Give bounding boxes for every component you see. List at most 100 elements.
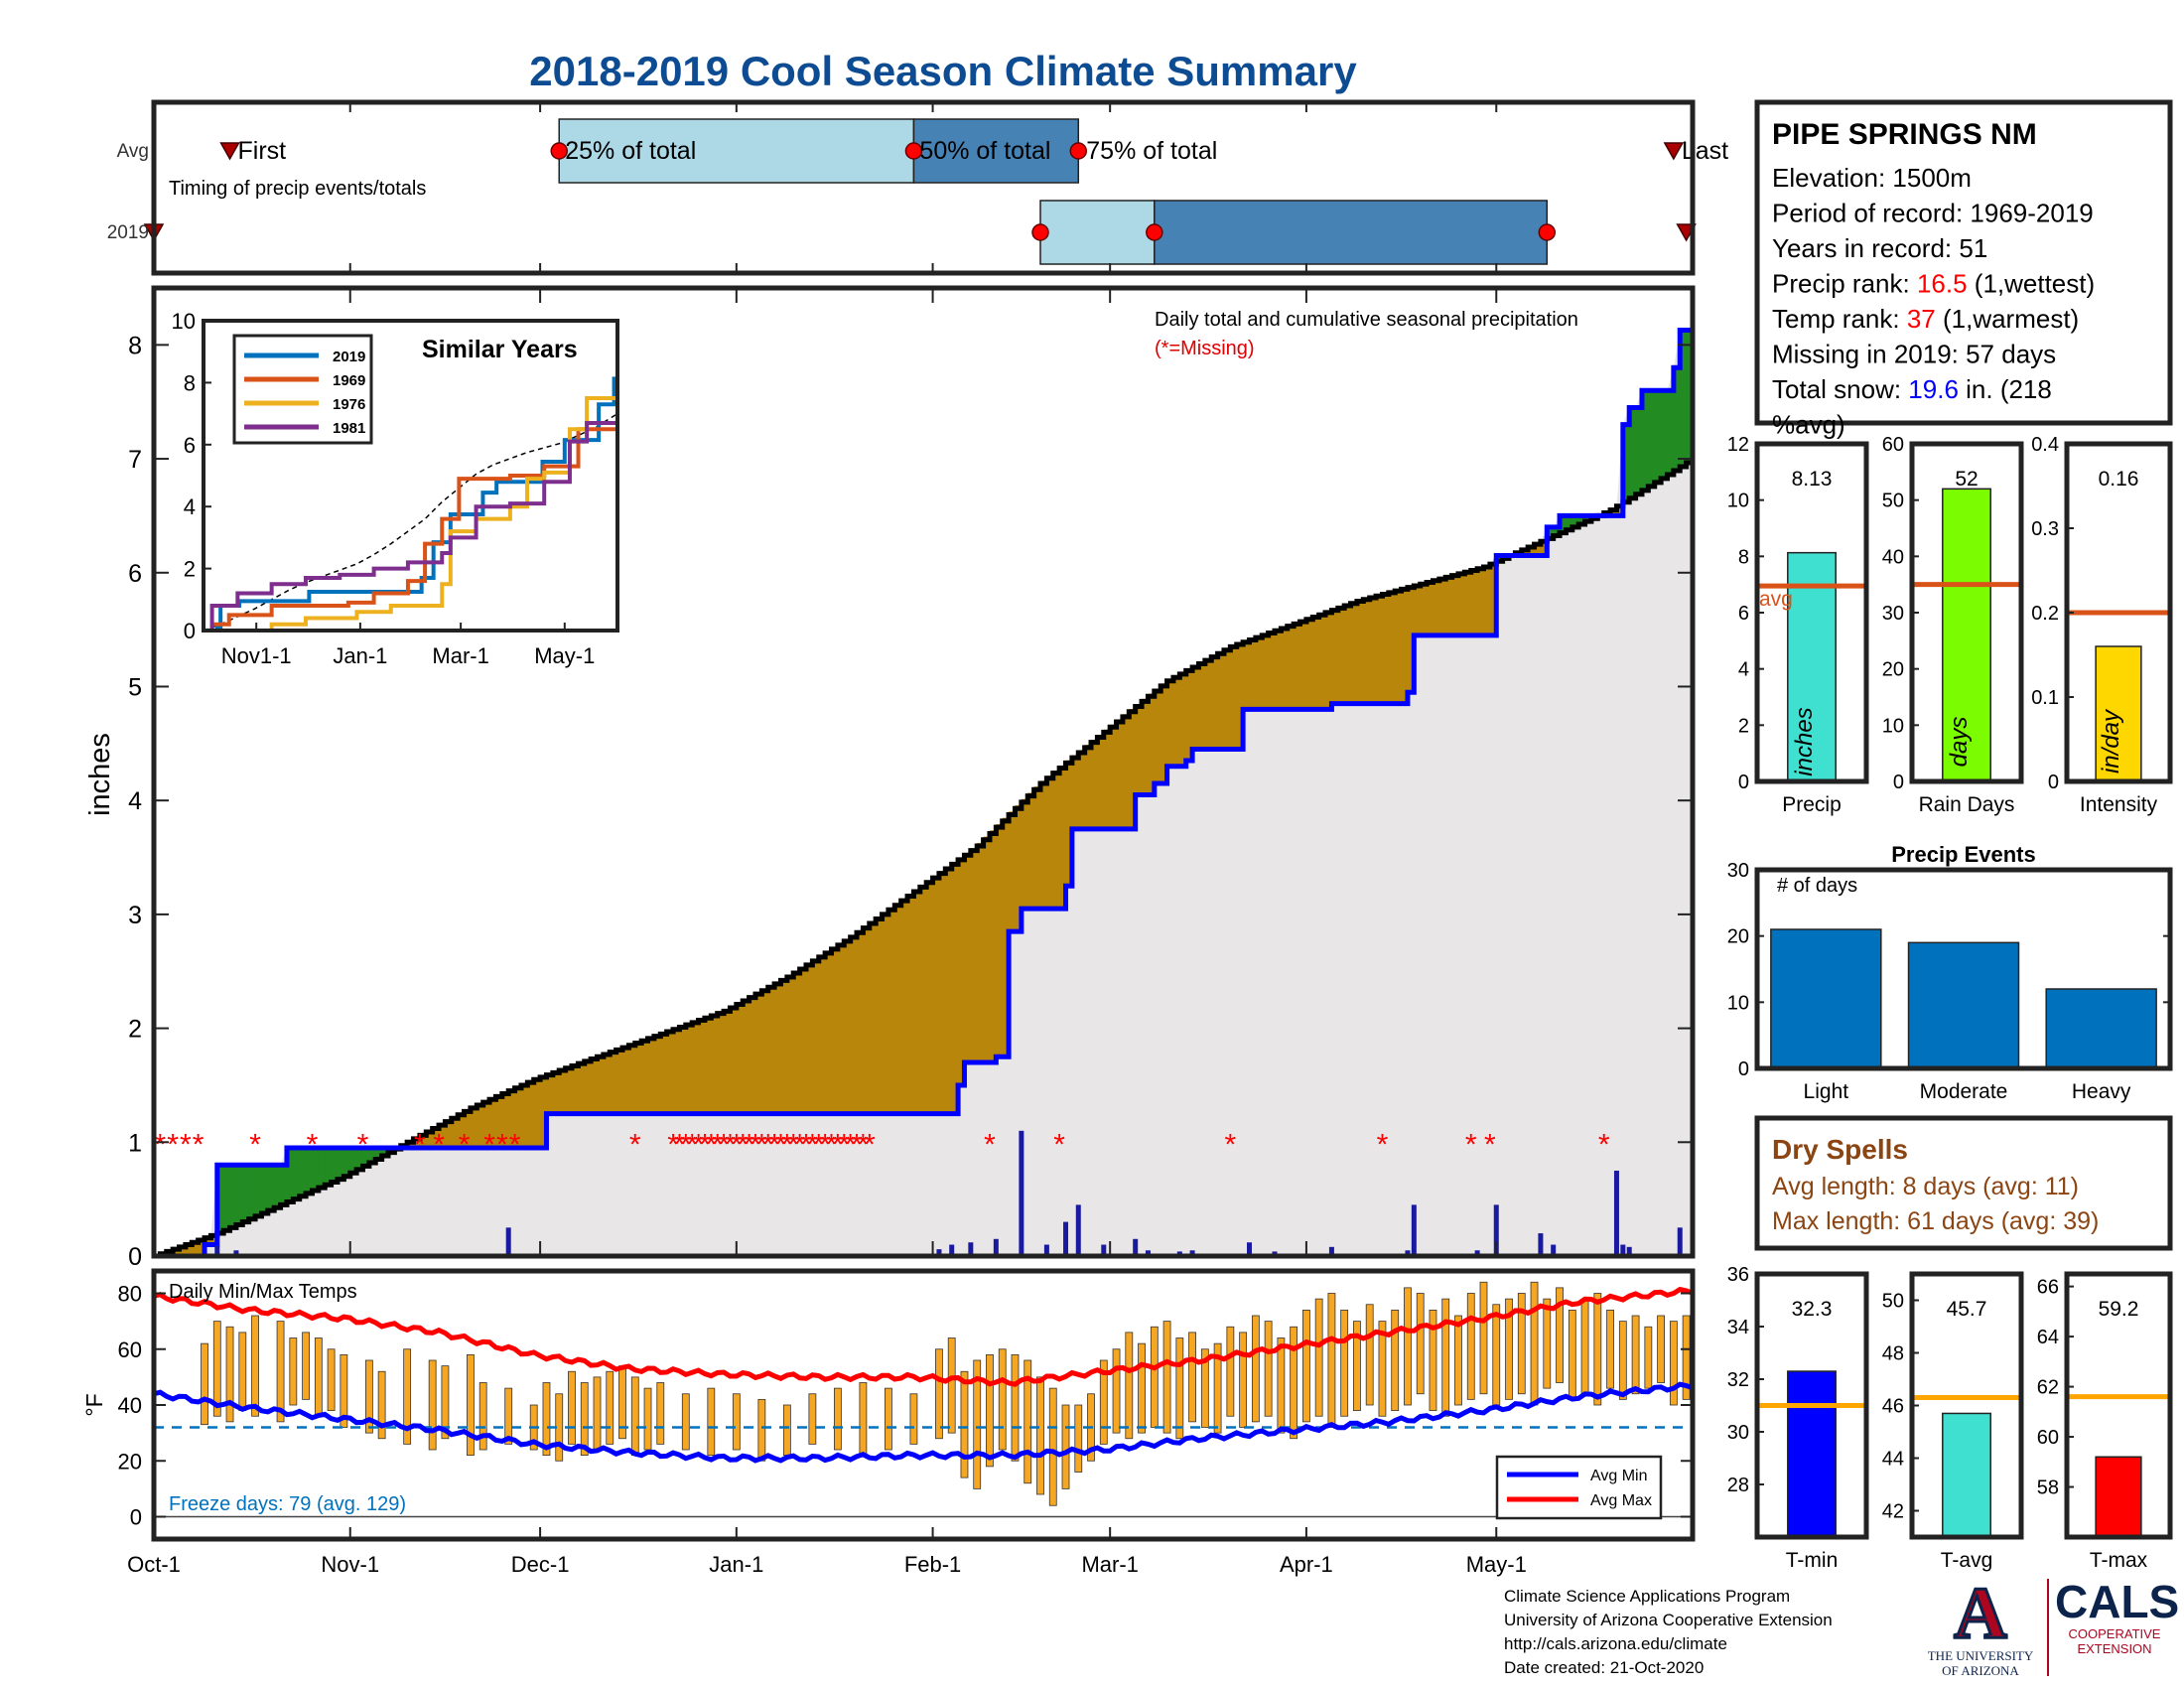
- cals-logo-mark: CALS: [2055, 1576, 2180, 1627]
- precip-below-avg-fill: [634, 1042, 642, 1114]
- daily-precip-bar: [1043, 1244, 1049, 1256]
- similar-x-tick-label: Nov1-1: [221, 643, 292, 668]
- precip-below-avg-fill: [1148, 693, 1156, 795]
- intensity-frame: [2064, 441, 2173, 784]
- daily-temp-range-bar: [302, 1332, 310, 1400]
- daily-temp-range-bar: [364, 1359, 373, 1434]
- similar-legend-label-1969: 1969: [333, 372, 365, 389]
- precip-below-avg-fill: [458, 1113, 466, 1149]
- missing-day-marker: *: [744, 1128, 755, 1161]
- timing-2019-50-marker: [1146, 223, 1163, 241]
- daily-temp-range-bar: [568, 1370, 576, 1445]
- precip-below-avg-fill: [1401, 588, 1409, 704]
- daily-precip-bar: [1101, 1244, 1107, 1256]
- daily-temp-range-bar: [1061, 1404, 1070, 1489]
- precip-below-avg-fill: [1223, 648, 1231, 750]
- missing-day-marker: *: [756, 1128, 768, 1161]
- precip-above-avg-fill: [299, 1148, 307, 1196]
- intensity-y-tick-label: 0.4: [2031, 434, 2059, 456]
- timing-avg-first-marker: [219, 142, 240, 161]
- missing-day-marker: *: [483, 1128, 495, 1161]
- intensity-y-tick-label: 0: [2048, 772, 2059, 793]
- daily-temp-range-bar: [1213, 1342, 1222, 1434]
- precip-above-avg-fill: [280, 1165, 288, 1203]
- precip-below-avg-fill: [1198, 661, 1206, 750]
- footer-line-2: University of Arizona Cooperative Extens…: [1504, 1611, 1833, 1629]
- tmax-y-tick-label: 62: [2037, 1377, 2059, 1399]
- daily-temp-range-bar: [1251, 1315, 1260, 1423]
- precip-below-avg-fill: [1427, 581, 1434, 635]
- precip-above-avg-fill: [1654, 390, 1662, 481]
- total-snow-pct-segment: %avg): [1772, 410, 1845, 440]
- rain_days-bar: [1942, 488, 1991, 782]
- timing-2019-box-25-50: [1039, 200, 1156, 265]
- university-of-arizona-logo: A THE UNIVERSITY OF ARIZONA: [1921, 1576, 2040, 1679]
- station-name: PIPE SPRINGS NM: [1772, 118, 2037, 151]
- daily-temp-range-bar: [1416, 1293, 1425, 1395]
- daily-temp-range-bar: [681, 1393, 690, 1451]
- total-snow-segment: in. (218: [1959, 374, 2052, 404]
- daily-temp-range-bar: [467, 1353, 475, 1457]
- temp-rank-segment: Temp rank:: [1772, 304, 1907, 334]
- precip-below-avg-fill: [205, 1236, 212, 1245]
- similar-y-tick-label: 10: [172, 309, 196, 334]
- daily-temp-range-bar: [225, 1326, 234, 1423]
- years-in-record-text: Years in record: 51: [1772, 233, 1987, 263]
- daily-temp-range-bar: [1264, 1321, 1273, 1417]
- precip-below-avg-fill: [1002, 817, 1010, 1057]
- missing-day-marker: *: [984, 1128, 996, 1161]
- tmin-frame: [1754, 1271, 1869, 1540]
- precip-below-avg-fill: [1287, 625, 1295, 710]
- timing-panel: First 25% of total 50% of total 75% of tota…: [143, 102, 1728, 273]
- precip-below-avg-fill: [1528, 545, 1536, 556]
- similar-y-tick-label: 0: [184, 619, 196, 643]
- elevation-segment: Elevation: 1500m: [1772, 163, 1972, 193]
- tavg-chart: 42 44 46 48 50 45.7 T-avg: [1882, 1291, 2021, 1572]
- intensity-y-tick-label: 0.3: [2031, 518, 2059, 540]
- precip-below-avg-fill: [628, 1044, 636, 1114]
- y-tick-label: 4: [128, 787, 142, 815]
- precip-below-avg-fill: [1204, 658, 1212, 750]
- precip-above-avg-fill: [331, 1148, 339, 1182]
- daily-precip-bar: [1613, 1170, 1619, 1256]
- precip-below-avg-fill: [831, 946, 839, 1114]
- daily-temp-range-bar: [1365, 1304, 1374, 1406]
- daily-temp-range-bar: [909, 1393, 918, 1445]
- precip-below-avg-fill: [1027, 792, 1035, 910]
- period-of-record-segment: Period of record: 1969-2019: [1772, 199, 2094, 228]
- precip-below-avg-fill: [774, 982, 782, 1114]
- precip-below-avg-fill: [857, 929, 865, 1114]
- missing-day-marker: *: [807, 1128, 819, 1161]
- precip-below-avg-fill: [1414, 585, 1422, 635]
- precip-below-avg-fill: [615, 1049, 623, 1114]
- precip-below-avg-fill: [907, 894, 915, 1114]
- tmin-bar: [1787, 1370, 1837, 1538]
- missing-day-marker: *: [193, 1128, 205, 1161]
- footer-line-3[interactable]: http://cals.arizona.edu/climate: [1504, 1634, 1727, 1653]
- precip-below-avg-fill: [565, 1066, 573, 1114]
- similar-years-title: Similar Years: [422, 336, 578, 363]
- precip-above-avg-fill: [306, 1148, 314, 1193]
- precip-below-avg-fill: [711, 1014, 719, 1114]
- precip-below-avg-fill: [508, 1089, 516, 1149]
- daily-temp-range-bar: [1568, 1309, 1576, 1400]
- precip-below-avg-fill: [900, 898, 908, 1114]
- precip-below-avg-fill: [1166, 679, 1174, 767]
- precip-below-avg-fill: [470, 1106, 478, 1149]
- precip-events-y-tick-label: 0: [1738, 1058, 1749, 1080]
- precip_total-bar-label: inches: [1791, 707, 1818, 775]
- precip-below-avg-fill: [653, 1035, 661, 1114]
- daily-temp-range-bar: [808, 1393, 817, 1445]
- total-snow-pct-text: %avg): [1772, 410, 1845, 440]
- daily-temp-range-bar: [1644, 1326, 1653, 1389]
- precip-below-avg-fill: [767, 985, 775, 1114]
- precip_total-y-tick-label: 4: [1738, 659, 1749, 681]
- precip-below-avg-fill: [1084, 745, 1092, 829]
- daily-temp-range-bar: [973, 1359, 982, 1489]
- total-snow-text: Total snow: 19.6 in. (218: [1772, 374, 2052, 404]
- daily-temp-range-bar: [606, 1370, 614, 1445]
- precip-below-avg-fill: [489, 1097, 497, 1149]
- missing-day-marker: *: [712, 1128, 724, 1161]
- missing-day-marker: *: [155, 1128, 167, 1161]
- similar-x-tick-label: Mar-1: [432, 643, 488, 668]
